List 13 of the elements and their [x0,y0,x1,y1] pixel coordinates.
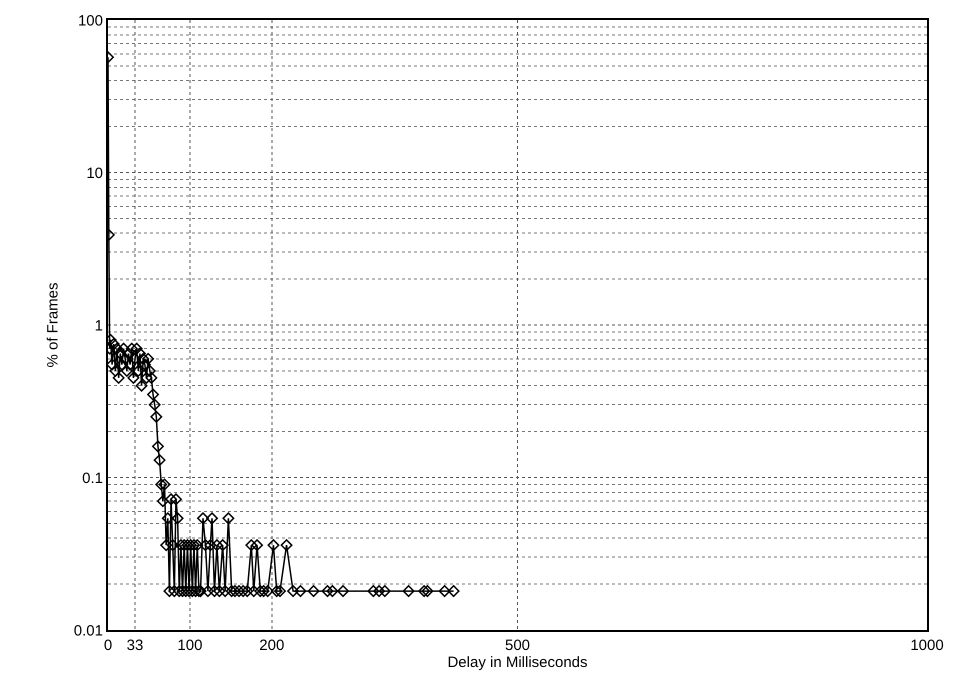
x-tick-label: 0 [104,637,112,654]
y-tick-label: 1 [94,317,103,334]
x-tick-label: 1000 [910,637,944,654]
y-tick-label: 0.1 [82,470,103,487]
x-tick-label: 500 [504,637,530,654]
x-axis-title: Delay in Milliseconds [447,654,588,671]
y-axis-title: % of Frames [44,282,62,368]
x-tick-label: 100 [177,637,202,654]
x-tick-label: 33 [126,637,144,654]
y-tick-label: 0.01 [74,622,103,640]
y-tick-label: 100 [78,12,103,30]
y-tick-label: 10 [86,164,103,182]
x-tick-label: 200 [259,637,284,654]
